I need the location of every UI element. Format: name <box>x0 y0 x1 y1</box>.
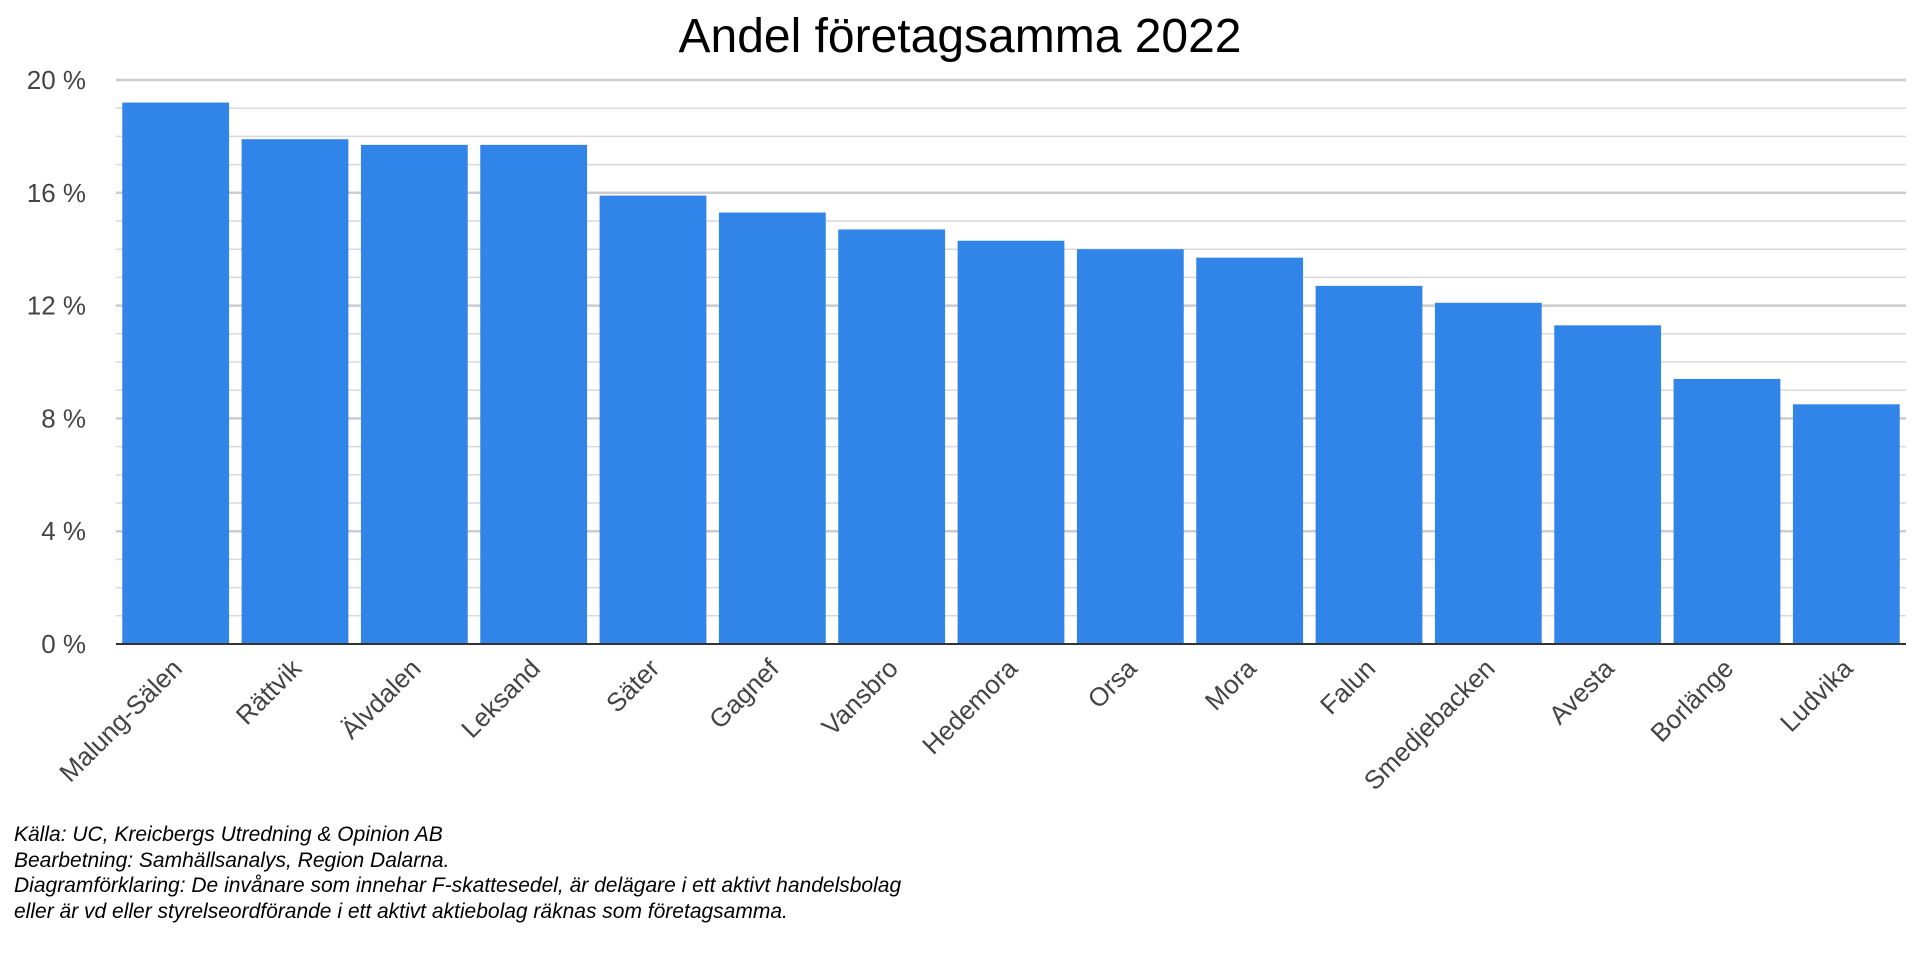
bar-falun <box>1315 285 1423 644</box>
bars <box>122 102 1900 645</box>
y-tick-label: 0 % <box>41 629 86 659</box>
bar-malung-sälen <box>122 102 230 644</box>
y-axis-ticks: 0 % 4 % 8 % 12 % 16 % 20 % <box>27 65 86 659</box>
x-tick-label: Borlänge <box>1644 653 1739 748</box>
bar-avesta <box>1554 325 1662 644</box>
chart-notes: Källa: UC, Kreicbergs Utredning & Opinio… <box>14 822 901 924</box>
x-tick-label: Gagnef <box>703 652 785 734</box>
legend-note-line-2: eller är vd eller styrelseordförande i e… <box>14 899 788 923</box>
bar-borlänge <box>1673 378 1781 644</box>
x-tick-label: Ludvika <box>1774 653 1859 738</box>
y-tick-label: 8 % <box>41 403 86 433</box>
x-tick-label: Hedemora <box>916 653 1023 760</box>
x-tick-label: Vansbro <box>816 653 904 741</box>
bar-hedemora <box>957 240 1065 645</box>
x-tick-label: Avesta <box>1543 653 1620 730</box>
bar-älvdalen <box>360 144 468 645</box>
bar-orsa <box>1076 249 1184 644</box>
x-tick-label: Mora <box>1199 653 1262 716</box>
y-tick-label: 20 % <box>27 65 86 95</box>
x-tick-label: Falun <box>1314 653 1381 720</box>
y-tick-label: 12 % <box>27 291 86 321</box>
bar-säter <box>599 195 707 644</box>
x-tick-label: Älvdalen <box>335 653 427 745</box>
legend-note-line-1: Diagramförklaring: De invånare som inneh… <box>14 874 902 897</box>
source-note: Källa: UC, Kreicbergs Utredning & Opinio… <box>14 823 443 846</box>
bar-leksand <box>480 144 588 645</box>
bar-ludvika <box>1792 404 1900 644</box>
bar-smedjebacken <box>1434 302 1542 644</box>
y-tick-label: 4 % <box>41 516 86 546</box>
x-tick-label: Orsa <box>1082 653 1143 714</box>
chart-title: Andel företagsamma 2022 <box>678 10 1241 63</box>
x-tick-label: Leksand <box>455 653 546 744</box>
processing-note: Bearbetning: Samhällsanalys, Region Dala… <box>14 848 450 872</box>
x-tick-label: Säter <box>600 653 665 718</box>
x-tick-label: Malung-Sälen <box>53 653 188 788</box>
bar-vansbro <box>838 229 946 644</box>
y-tick-label: 16 % <box>27 178 86 208</box>
bar-rättvik <box>241 139 349 644</box>
bar-mora <box>1196 257 1304 644</box>
x-axis-ticks: Malung-Sälen Rättvik Älvdalen Leksand Säter G… <box>53 652 1859 796</box>
x-tick-label: Rättvik <box>230 652 308 730</box>
bar-gagnef <box>718 212 826 645</box>
